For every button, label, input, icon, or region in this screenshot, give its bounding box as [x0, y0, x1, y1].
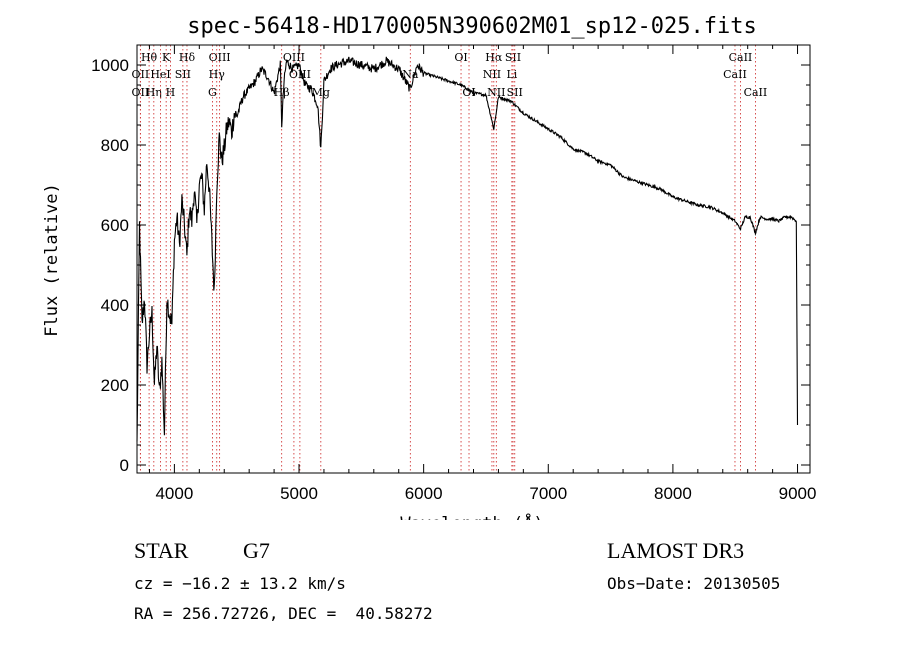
marker-label: NII: [487, 86, 505, 99]
y-tick-label: 0: [120, 456, 129, 475]
survey-name: LAMOST DR3: [607, 538, 745, 563]
y-tick-label: 200: [101, 376, 129, 395]
marker-label: SII: [505, 51, 521, 64]
y-tick-label: 800: [101, 136, 129, 155]
marker-label: Na: [402, 68, 419, 81]
marker-label: Mg: [312, 86, 330, 99]
marker-label: G: [208, 86, 217, 99]
object-type: STAR: [134, 538, 189, 563]
marker-label: SII: [175, 68, 191, 81]
x-tick-label: 9000: [779, 484, 817, 503]
chart-title: spec-56418-HD170005N390602M01_sp12-025.f…: [187, 14, 757, 39]
marker-label: Hδ: [179, 51, 196, 64]
redshift-cz: cz = −16.2 ± 13.2 km/s: [134, 574, 346, 593]
spectrum-line: [136, 56, 799, 442]
marker-label: Hη: [146, 86, 162, 99]
y-tick-label: 600: [101, 216, 129, 235]
obs-date: Obs−Date: 20130505: [607, 574, 781, 593]
x-tick-label: 7000: [529, 484, 567, 503]
plot-frame: [136, 44, 811, 474]
marker-label: Hθ: [141, 51, 158, 64]
marker-label: OII: [132, 86, 150, 99]
marker-label: OI: [454, 51, 467, 64]
marker-label: CaII: [744, 86, 768, 99]
marker-label: NII: [483, 68, 501, 81]
x-tick-label: 6000: [405, 484, 443, 503]
y-axis-label: Flux (relative): [42, 183, 62, 337]
coordinates: RA = 256.72726, DEC = 40.58272: [134, 604, 433, 623]
y-tick-label: 400: [101, 296, 129, 315]
marker-label: Hγ: [209, 68, 226, 81]
x-tick-label: 4000: [155, 484, 193, 503]
x-tick-label: 5000: [280, 484, 318, 503]
marker-label: OIII: [209, 51, 231, 64]
marker-label: CaII: [723, 68, 747, 81]
y-tick-label: 1000: [91, 56, 129, 75]
x-tick-label: 8000: [654, 484, 692, 503]
marker-label: Li: [506, 68, 517, 81]
marker-label: K: [162, 51, 171, 64]
marker-label: SII: [507, 86, 523, 99]
marker-label: Hβ: [274, 86, 290, 99]
marker-label: HeI: [150, 68, 170, 81]
marker-label: CaII: [729, 51, 753, 64]
axes: 4000 5000 6000 7000 8000 9000 0 200 400 600 800 100…: [91, 44, 817, 503]
marker-label: OIII: [289, 68, 311, 81]
subclass: G7: [243, 538, 270, 563]
marker-label: Hα: [485, 51, 503, 64]
spectrum-chart: spec-56418-HD170005N390602M01_sp12-025.f…: [42, 14, 817, 520]
marker-label: H: [166, 86, 176, 99]
x-axis-label: Wavelength (Å): [400, 512, 543, 520]
